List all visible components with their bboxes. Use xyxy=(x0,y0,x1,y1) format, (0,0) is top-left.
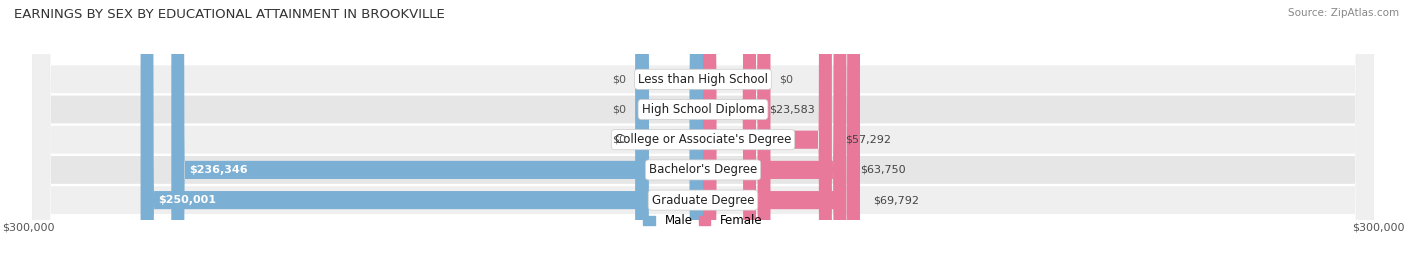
FancyBboxPatch shape xyxy=(141,0,703,268)
FancyBboxPatch shape xyxy=(32,0,1374,268)
Text: $63,750: $63,750 xyxy=(860,165,905,175)
FancyBboxPatch shape xyxy=(703,0,770,268)
Text: Bachelor's Degree: Bachelor's Degree xyxy=(650,163,756,176)
Text: $0: $0 xyxy=(779,74,793,84)
FancyBboxPatch shape xyxy=(636,0,703,268)
Text: $0: $0 xyxy=(613,74,627,84)
Text: Less than High School: Less than High School xyxy=(638,73,768,86)
Text: $236,346: $236,346 xyxy=(190,165,247,175)
FancyBboxPatch shape xyxy=(703,0,846,268)
FancyBboxPatch shape xyxy=(703,0,756,268)
Text: High School Diploma: High School Diploma xyxy=(641,103,765,116)
FancyBboxPatch shape xyxy=(703,0,832,268)
Text: $0: $0 xyxy=(613,105,627,114)
Legend: Male, Female: Male, Female xyxy=(644,214,762,227)
FancyBboxPatch shape xyxy=(32,0,1374,268)
Text: Source: ZipAtlas.com: Source: ZipAtlas.com xyxy=(1288,8,1399,18)
FancyBboxPatch shape xyxy=(703,0,860,268)
Text: College or Associate's Degree: College or Associate's Degree xyxy=(614,133,792,146)
FancyBboxPatch shape xyxy=(32,0,1374,268)
FancyBboxPatch shape xyxy=(636,0,703,268)
Text: $57,292: $57,292 xyxy=(845,135,891,145)
FancyBboxPatch shape xyxy=(172,0,703,268)
Text: $69,792: $69,792 xyxy=(873,195,920,205)
FancyBboxPatch shape xyxy=(636,0,703,268)
Text: $0: $0 xyxy=(613,135,627,145)
Text: EARNINGS BY SEX BY EDUCATIONAL ATTAINMENT IN BROOKVILLE: EARNINGS BY SEX BY EDUCATIONAL ATTAINMEN… xyxy=(14,8,444,21)
FancyBboxPatch shape xyxy=(32,0,1374,268)
Text: $23,583: $23,583 xyxy=(769,105,815,114)
Text: Graduate Degree: Graduate Degree xyxy=(652,193,754,207)
Text: $250,001: $250,001 xyxy=(159,195,217,205)
FancyBboxPatch shape xyxy=(32,0,1374,268)
